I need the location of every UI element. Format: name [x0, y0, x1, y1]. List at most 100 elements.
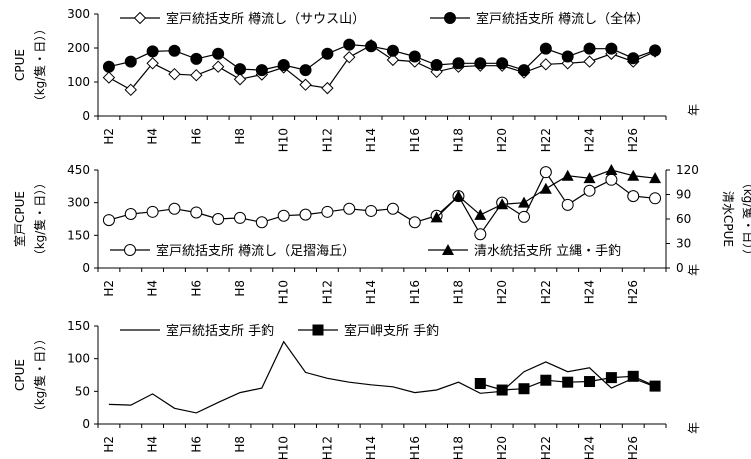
data-point — [518, 64, 530, 77]
y-tick-label: 150 — [67, 228, 90, 242]
legend-marker — [312, 324, 324, 336]
data-point — [211, 60, 225, 73]
y-tick-label: 0 — [82, 109, 90, 123]
chart-panel-2: 0 150 300 450 0 30 60 90 120 H2 H4 H6 H8 H10 H12 H14 H16… — [12, 163, 751, 304]
x-unit-label: 年 — [687, 264, 701, 276]
y-tick-label: 300 — [67, 196, 90, 210]
x-unit-label: 年 — [687, 104, 701, 116]
data-point — [474, 57, 487, 70]
data-point — [212, 47, 225, 60]
data-point — [386, 44, 399, 57]
data-point — [386, 53, 400, 67]
data-point — [452, 57, 465, 70]
x-tick-label: H2 — [102, 436, 116, 453]
x-tick-label: H12 — [320, 280, 334, 304]
data-point — [539, 166, 552, 179]
data-point — [583, 172, 596, 184]
x-tick-label: H12 — [320, 436, 334, 459]
x-tick-label: H4 — [146, 128, 160, 145]
legend-label: 室戸統括支所 樽流し（全体） — [476, 11, 649, 27]
x-tick-label: H4 — [146, 436, 160, 453]
data-point — [255, 216, 268, 229]
x-tick-label: H20 — [495, 436, 509, 459]
data-point — [539, 58, 553, 71]
data-point — [430, 211, 443, 223]
x-tick-label: H22 — [539, 128, 553, 152]
data-point — [299, 208, 312, 221]
data-point — [299, 78, 312, 91]
series-2 — [474, 370, 661, 396]
data-point — [584, 376, 596, 388]
x-tick-label: H8 — [233, 128, 247, 145]
data-point — [430, 59, 443, 71]
data-point — [343, 202, 356, 215]
y2-tick-label: 60 — [676, 212, 691, 226]
y-axis-label: CPUE — [13, 49, 27, 81]
x-tick-label: H26 — [626, 436, 640, 459]
data-point — [102, 214, 115, 227]
x-tick-label: H10 — [277, 128, 291, 152]
x-tick-label: H16 — [408, 280, 422, 304]
chart-panel-1: 0 100 200 300 H2 H4 H6 H8 H10 H12 H14 H16 H18 H20 H22 H… — [13, 7, 701, 152]
chart-panel-3: 0 50 100 150 H2 H4 H6 H8 H10 H12 H14 H16 H18 H20 H22 H2… — [13, 319, 701, 459]
data-point — [233, 73, 247, 86]
data-point — [321, 47, 334, 60]
data-point — [649, 172, 662, 184]
data-point — [386, 202, 399, 215]
data-point — [277, 59, 290, 71]
y-tick-label: 100 — [67, 75, 90, 89]
data-point — [321, 205, 334, 218]
x-tick-label: H6 — [189, 280, 203, 297]
x-tick-label: H20 — [495, 128, 509, 152]
data-point — [474, 208, 487, 220]
series-1 — [108, 340, 656, 414]
data-point — [605, 164, 618, 175]
series-line — [108, 44, 656, 91]
data-point — [190, 52, 203, 65]
x-tick-label: H18 — [451, 128, 465, 152]
legend-label: 室戸統括支所 樽流し（サウス山） — [166, 11, 365, 27]
data-point — [561, 50, 574, 63]
data-point — [627, 169, 640, 181]
data-point — [518, 210, 530, 223]
data-point — [146, 57, 159, 70]
data-point — [496, 384, 508, 396]
y2-tick-label: 120 — [676, 163, 699, 177]
series-2 — [430, 164, 662, 223]
data-point — [561, 169, 574, 181]
data-point — [124, 207, 137, 220]
y-axis-unit: （kg/隻・日）） — [32, 177, 47, 262]
x-tick-label: H18 — [451, 436, 465, 459]
data-point — [583, 184, 596, 197]
data-point — [343, 38, 356, 51]
data-point — [190, 68, 203, 82]
data-point — [408, 216, 421, 229]
data-point — [649, 380, 661, 392]
y-tick-label: 0 — [82, 417, 90, 431]
x-tick-label: H14 — [364, 280, 378, 304]
legend-label: 室戸統括支所 手釣 — [166, 323, 274, 339]
x-tick-label: H6 — [189, 128, 203, 145]
data-point — [627, 370, 639, 382]
x-tick-label: H20 — [495, 280, 509, 304]
x-tick-label: H8 — [233, 436, 247, 453]
data-point — [649, 192, 662, 205]
data-point — [474, 228, 487, 241]
data-point — [627, 190, 640, 203]
data-point — [365, 204, 378, 217]
y2-axis-unit: （kg/隻・日）） — [741, 177, 751, 262]
x-tick-label: H2 — [102, 280, 116, 297]
x-tick-label: H22 — [539, 280, 553, 304]
data-point — [299, 64, 312, 77]
data-point — [408, 50, 421, 63]
x-tick-label: H24 — [583, 280, 597, 304]
x-tick-label: H12 — [320, 128, 334, 152]
x-tick-label: H14 — [364, 436, 378, 459]
data-point — [561, 198, 574, 211]
x-tick-label: H10 — [277, 280, 291, 304]
y-tick-label: 150 — [67, 319, 90, 333]
data-point — [605, 42, 618, 55]
y-tick-label: 100 — [67, 352, 90, 366]
x-tick-label: H24 — [583, 128, 597, 152]
data-point — [146, 205, 159, 218]
